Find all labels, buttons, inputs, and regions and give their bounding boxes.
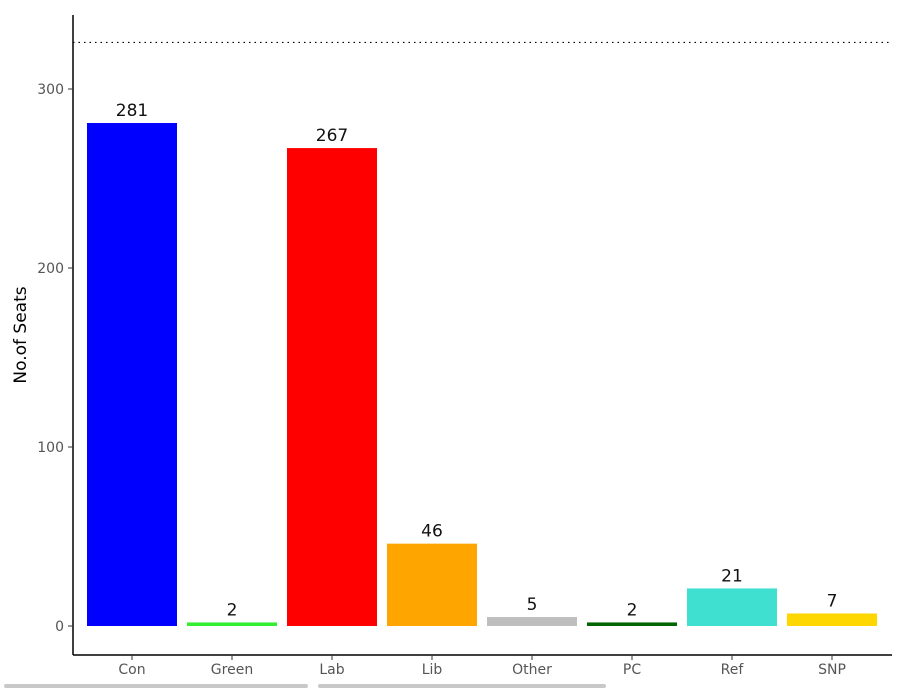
bar-con bbox=[87, 123, 177, 626]
bar-value-label: 2 bbox=[227, 600, 238, 620]
y-tick-label: 0 bbox=[55, 619, 64, 635]
x-tick-label: Green bbox=[211, 662, 253, 678]
bar-other bbox=[487, 617, 577, 626]
bar-ref bbox=[687, 588, 777, 626]
bar-snp bbox=[787, 613, 877, 626]
x-tick-label: Lib bbox=[422, 662, 443, 678]
bar-value-label: 267 bbox=[316, 126, 348, 146]
bar-value-label: 46 bbox=[421, 522, 443, 542]
bar-labels: 281 2 267 46 5 2 21 7 bbox=[116, 101, 838, 620]
horizontal-scrollbar-left[interactable] bbox=[4, 684, 308, 688]
horizontal-scrollbar-right[interactable] bbox=[318, 684, 606, 688]
x-tick-label: Lab bbox=[319, 662, 344, 678]
bar-lab bbox=[287, 148, 377, 626]
bar-green bbox=[187, 622, 277, 626]
bar-value-label: 5 bbox=[527, 595, 538, 615]
bar-value-label: 21 bbox=[721, 566, 743, 586]
y-tick-label: 100 bbox=[37, 440, 64, 456]
bar-value-label: 2 bbox=[627, 600, 638, 620]
y-axis-title: No.of Seats bbox=[11, 286, 31, 383]
y-tick-label: 300 bbox=[37, 82, 64, 98]
bar-value-label: 7 bbox=[827, 591, 838, 611]
y-axis: 0 100 200 300 bbox=[37, 15, 74, 655]
x-tick-label: SNP bbox=[818, 662, 846, 678]
bar-lib bbox=[387, 543, 477, 626]
bar-value-label: 281 bbox=[116, 101, 148, 121]
x-tick-label: PC bbox=[623, 662, 641, 678]
x-tick-label: Ref bbox=[721, 662, 745, 678]
bar-pc bbox=[587, 622, 677, 626]
x-tick-label: Con bbox=[118, 662, 145, 678]
x-tick-label: Other bbox=[512, 662, 552, 678]
x-axis: Con Green Lab Lib Other PC Ref SNP bbox=[73, 654, 892, 678]
bars bbox=[87, 123, 877, 626]
y-tick-label: 200 bbox=[37, 261, 64, 277]
